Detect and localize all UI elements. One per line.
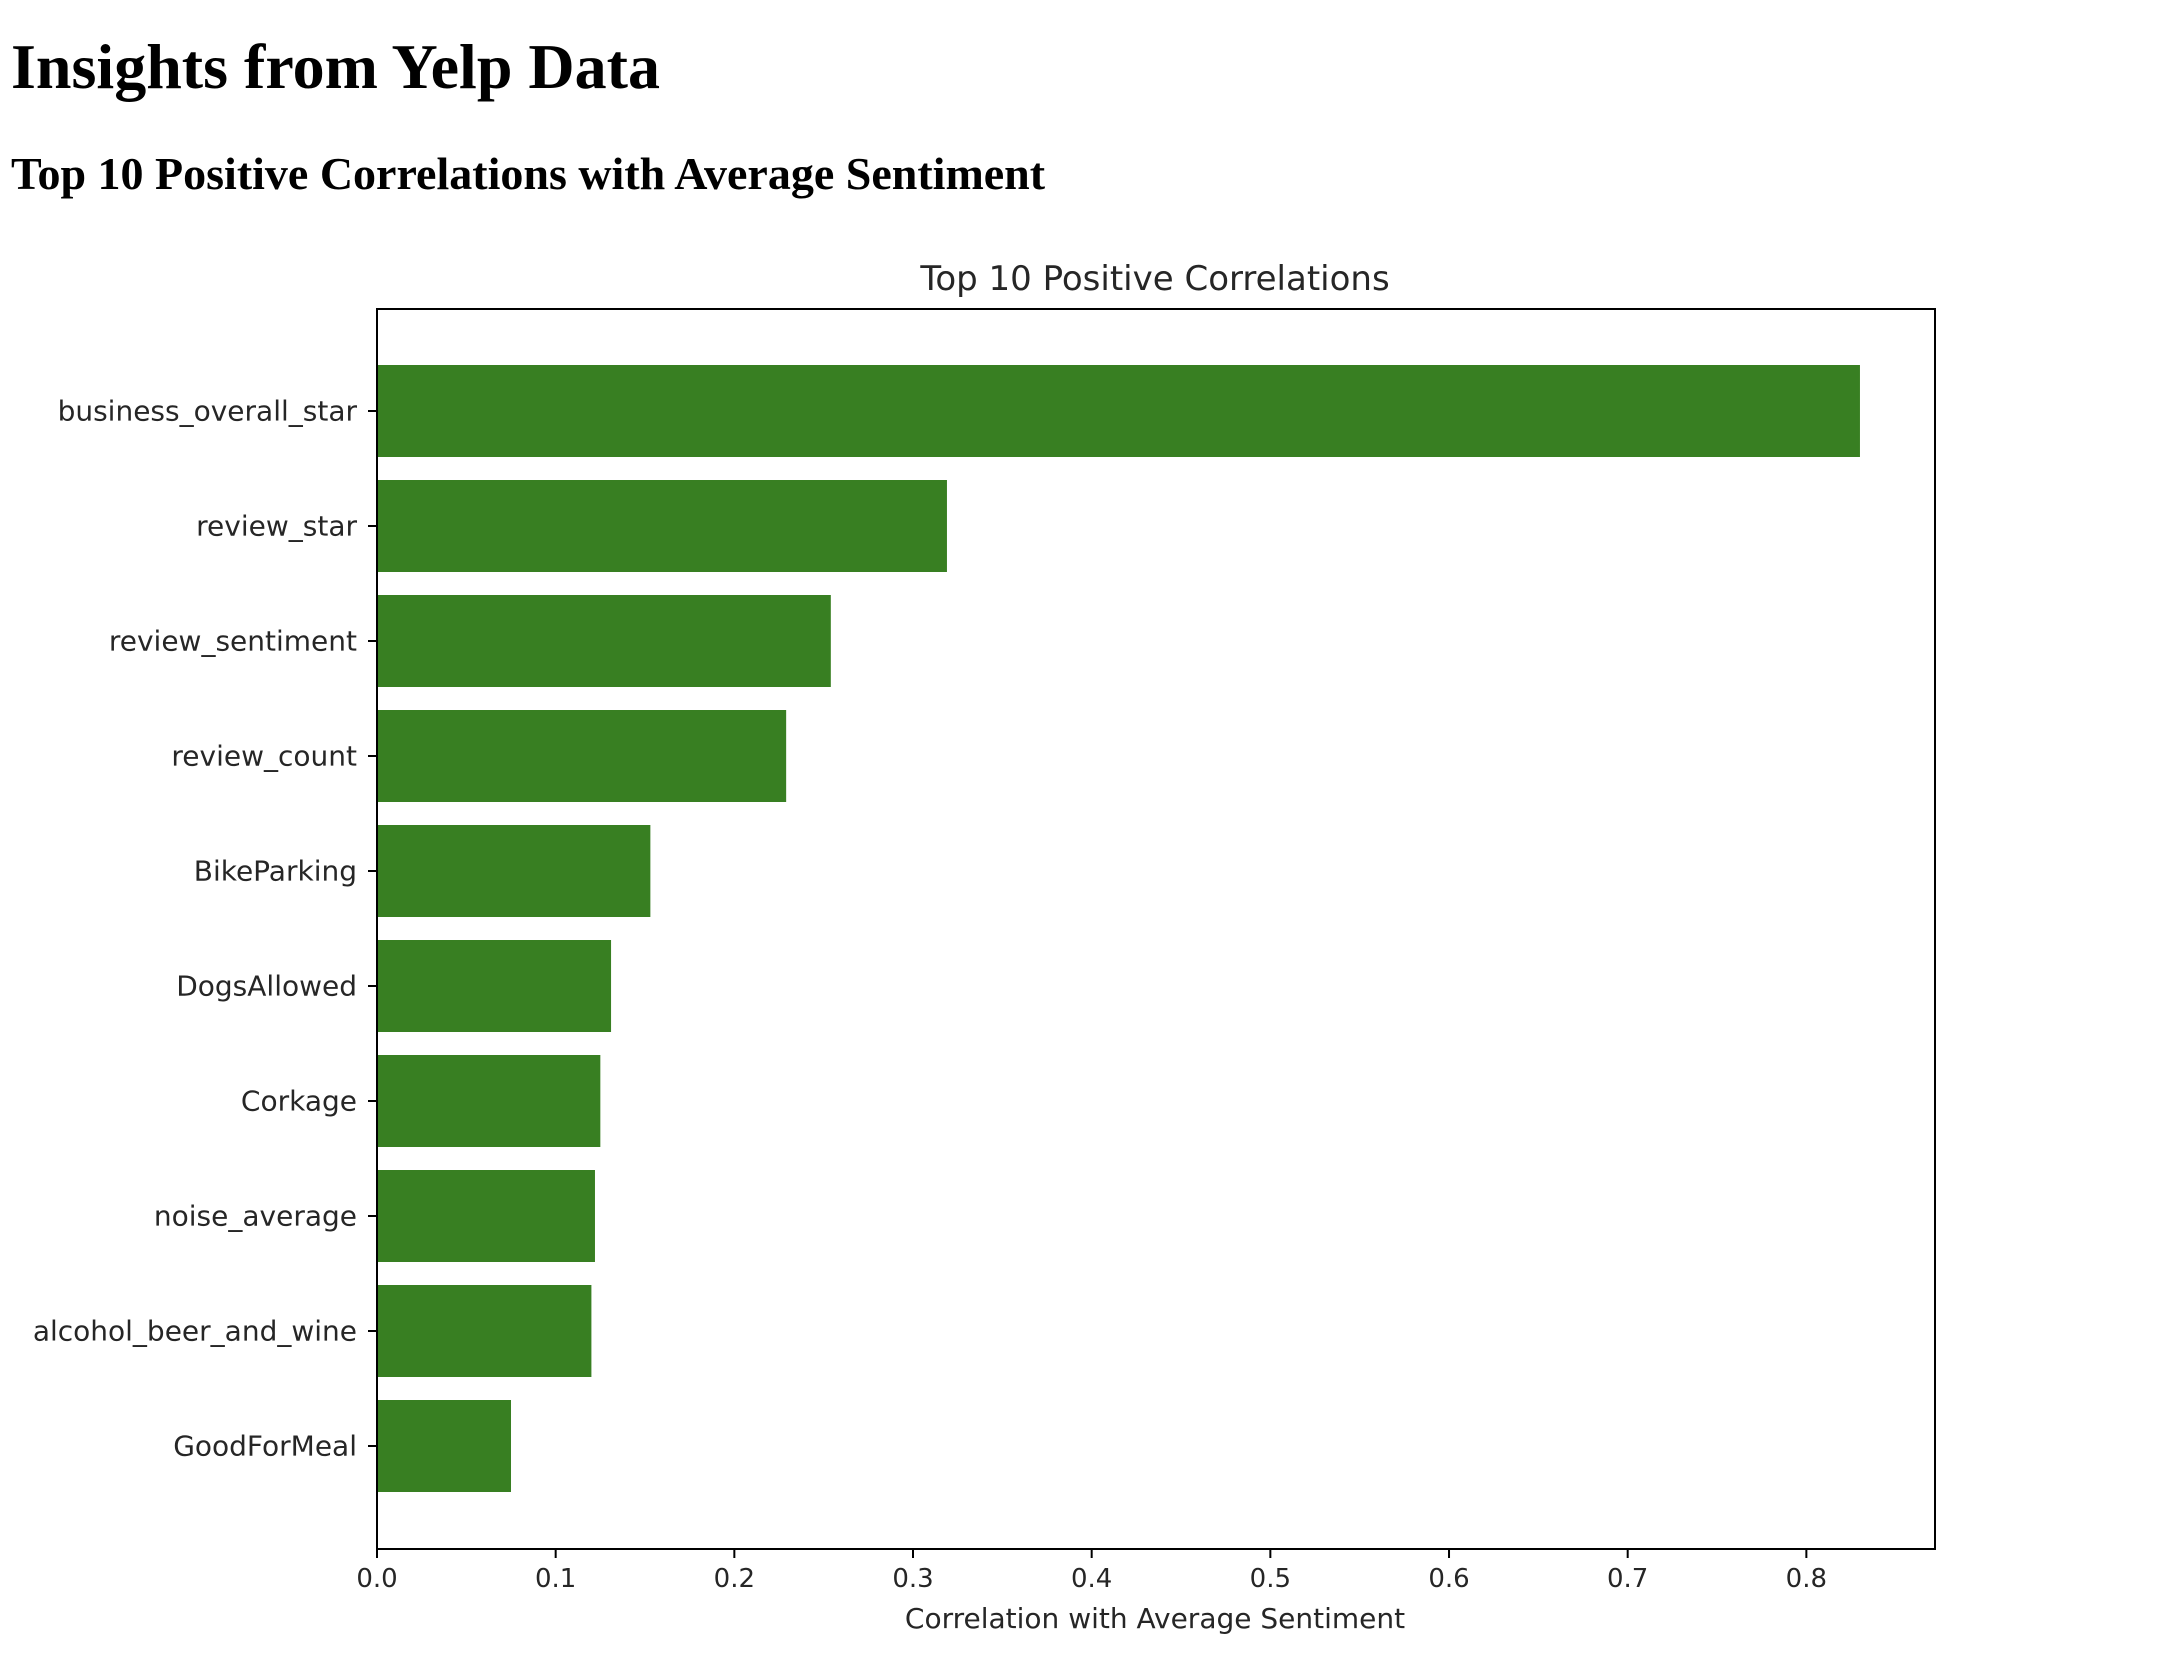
y-axis: business_overall_star review_star review_s… — [33, 395, 377, 1463]
x-axis: 0.0 0.1 0.2 0.3 0.4 0.5 0.6 0.7 0.8 — [356, 1549, 1827, 1594]
y-tick-label: review_star — [196, 510, 357, 543]
y-tick-label: business_overall_star — [58, 395, 358, 428]
chart-title: Top 10 Positive Correlations — [919, 259, 1389, 299]
y-tick-label: review_count — [171, 740, 357, 773]
x-tick-label: 0.2 — [714, 1564, 755, 1594]
y-tick-label: Corkage — [241, 1085, 357, 1118]
y-tick-label: DogsAllowed — [176, 970, 357, 1003]
y-tick-label: review_sentiment — [109, 625, 357, 658]
x-tick-label: 0.3 — [892, 1564, 933, 1594]
x-tick-label: 0.0 — [356, 1564, 397, 1594]
correlation-bar-chart: Top 10 Positive Correlations business_ov… — [33, 259, 1936, 1635]
bar — [377, 595, 831, 687]
x-tick-label: 0.4 — [1071, 1564, 1112, 1594]
bar — [377, 365, 1860, 457]
x-tick-label: 0.1 — [535, 1564, 576, 1594]
y-tick-label: GoodForMeal — [173, 1430, 357, 1463]
x-tick-label: 0.6 — [1428, 1564, 1469, 1594]
section-title: Top 10 Positive Correlations with Averag… — [11, 148, 1046, 199]
bar — [377, 1285, 592, 1377]
x-tick-label: 0.7 — [1607, 1564, 1648, 1594]
bar — [377, 710, 787, 802]
y-tick-label: BikeParking — [194, 855, 357, 888]
bar — [377, 825, 651, 917]
bar — [377, 1170, 595, 1262]
x-tick-label: 0.5 — [1250, 1564, 1291, 1594]
y-tick-label: noise_average — [154, 1200, 357, 1233]
page-title: Insights from Yelp Data — [11, 31, 660, 102]
bar — [377, 1055, 601, 1147]
plot-frame — [376, 308, 1936, 1550]
y-tick-label: alcohol_beer_and_wine — [33, 1315, 357, 1348]
bar — [377, 940, 612, 1032]
bar — [377, 1400, 512, 1492]
bar — [377, 480, 947, 572]
x-tick-label: 0.8 — [1786, 1564, 1827, 1594]
bars-layer — [377, 365, 1860, 1492]
x-axis-label: Correlation with Average Sentiment — [905, 1602, 1405, 1635]
